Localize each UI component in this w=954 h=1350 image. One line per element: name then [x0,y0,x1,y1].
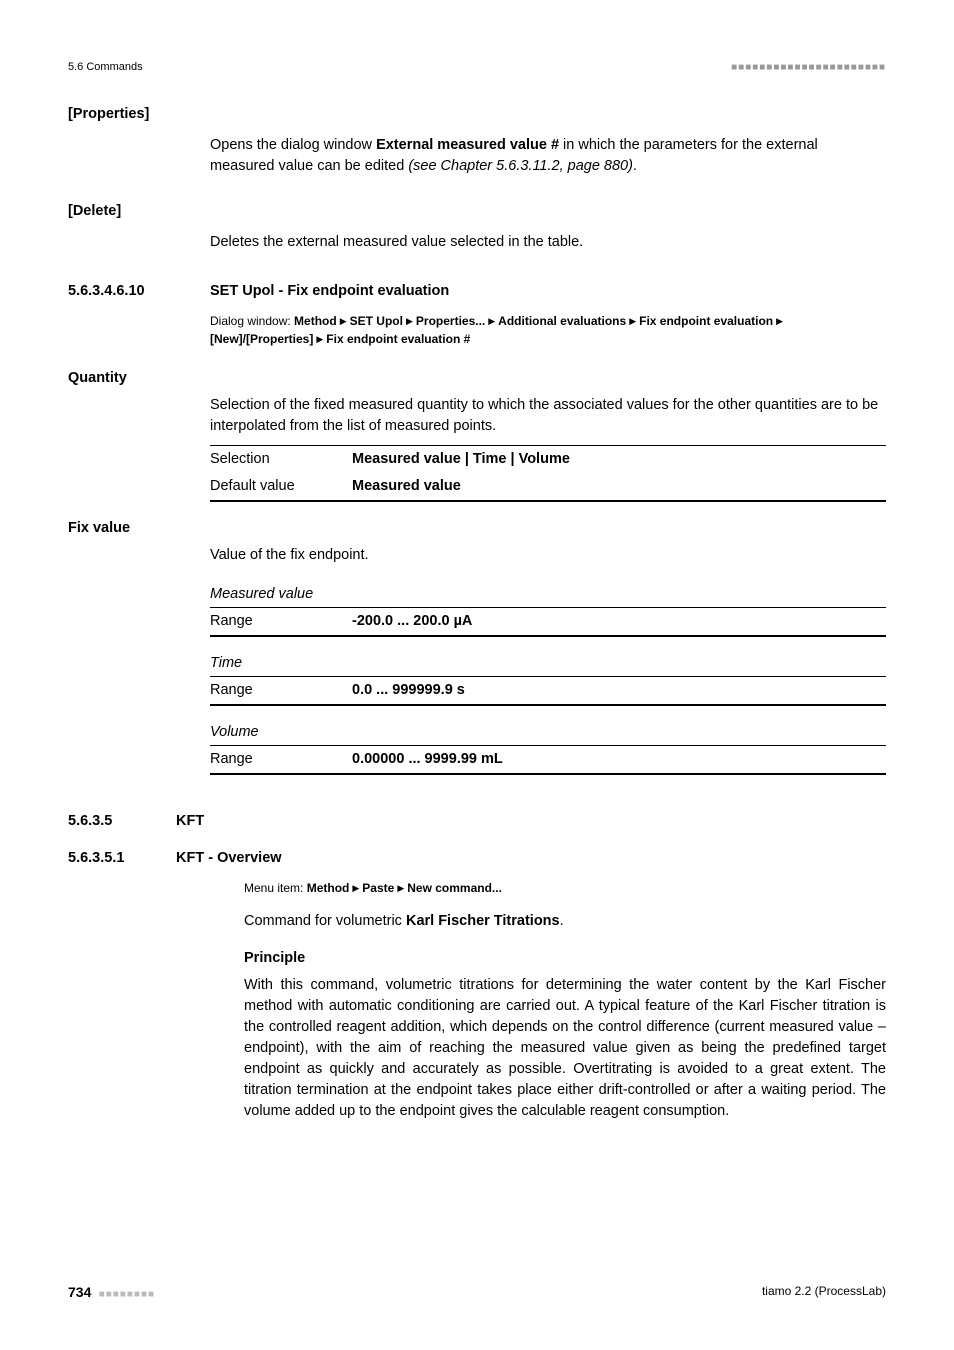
range-key: Range [210,677,352,705]
properties-text-end: . [633,158,637,174]
footer-left: 734 ■■■■■■■■ [68,1282,155,1303]
dialog-window-label: Dialog window: [210,314,294,328]
kft-cmd-bold: Karl Fischer Titrations [406,913,560,929]
kft-menu-path: Menu item: Method▶Paste▶New command... [244,879,886,897]
triangle-icon: ▶ [397,882,404,896]
delete-body-row: Deletes the external measured value sele… [68,228,886,271]
path-p1: SET Upol [350,314,403,328]
fixvalue-entry: Fix value [68,518,886,539]
delete-text: Deletes the external measured value sele… [210,232,886,253]
path-p6: Fix endpoint evaluation # [326,332,470,346]
triangle-icon: ▶ [352,882,359,896]
footer-right: tiamo 2.2 (ProcessLab) [762,1283,886,1300]
table-row: Selection Measured value | Time | Volume [210,446,886,473]
quantity-label: Quantity [68,368,210,389]
kft-number: 5.6.3.5 [68,811,176,832]
fixvalue-group-volume: Volume Range 0.00000 ... 9999.99 mL [68,722,886,785]
fixvalue-label: Fix value [68,518,210,539]
triangle-icon: ▶ [629,315,636,329]
kft-title: KFT [176,811,204,832]
path-p0: Method [294,314,337,328]
page: 5.6 Commands ■■■■■■■■■■■■■■■■■■■■■■ [Pro… [0,0,954,1350]
properties-entry: [Properties] [68,104,886,125]
fix-endpoint-heading: 5.6.3.4.6.10 SET Upol - Fix endpoint eva… [68,281,886,302]
properties-body-row: Opens the dialog window External measure… [68,131,886,195]
kft-sub-title: KFT - Overview [176,848,282,869]
kft-sub-number: 5.6.3.5.1 [68,848,176,869]
range-table: Range 0.00000 ... 9999.99 mL [210,745,886,775]
menu-p0: Method [307,881,350,895]
range-table: Range 0.0 ... 999999.9 s [210,676,886,706]
quantity-table-row: Selection Measured value | Time | Volume… [68,443,886,512]
kft-heading: 5.6.3.5 KFT [68,811,886,832]
fix-endpoint-title: SET Upol - Fix endpoint evaluation [210,281,886,302]
principle-body: With this command, volumetric titrations… [244,975,886,1122]
kft-cmd-pre: Command for volumetric [244,913,406,929]
fixvalue-desc-row: Value of the fix endpoint. [68,545,886,578]
footer: 734 ■■■■■■■■ tiamo 2.2 (ProcessLab) [68,1282,886,1303]
fixvalue-group-measured: Measured value Range -200.0 ... 200.0 µA [68,584,886,647]
triangle-icon: ▶ [316,333,323,347]
range-value: 0.0 ... 999999.9 s [352,677,886,705]
range-table: Range -200.0 ... 200.0 µA [210,607,886,637]
page-number: 734 [68,1284,91,1300]
kft-cmd-post: . [560,913,564,929]
properties-text-pre: Opens the dialog window [210,137,376,153]
menu-p2: New command... [407,881,502,895]
path-p3: Additional evaluations [498,314,626,328]
range-key: Range [210,746,352,774]
quantity-entry: Quantity [68,368,886,389]
menu-p1: Paste [362,881,394,895]
selection-key: Selection [210,446,352,473]
triangle-icon: ▶ [340,315,347,329]
table-row: Range 0.0 ... 999999.9 s [210,677,886,705]
range-value: 0.00000 ... 9999.99 mL [352,746,886,774]
triangle-icon: ▶ [776,315,783,329]
kft-sub-heading: 5.6.3.5.1 KFT - Overview [68,848,886,869]
delete-label: [Delete] [68,201,210,222]
table-row: Default value Measured value [210,473,886,501]
quantity-desc-row: Selection of the fixed measured quantity… [68,395,886,437]
menu-item-label: Menu item: [244,881,307,895]
properties-text-bold: External measured value # [376,137,559,153]
quantity-desc: Selection of the fixed measured quantity… [210,395,886,437]
footer-ornament: ■■■■■■■■ [99,1289,155,1300]
selection-value: Measured value | Time | Volume [352,446,886,473]
properties-text-italic: (see Chapter 5.6.3.11.2, page 880) [408,158,633,174]
header-ornament: ■■■■■■■■■■■■■■■■■■■■■■ [731,61,886,76]
default-value: Measured value [352,473,886,501]
fix-endpoint-number: 5.6.3.4.6.10 [68,281,210,302]
fixvalue-group-time: Time Range 0.0 ... 999999.9 s [68,653,886,716]
properties-label: [Properties] [68,104,210,125]
fixvalue-desc: Value of the fix endpoint. [210,545,886,566]
quantity-table: Selection Measured value | Time | Volume… [210,445,886,502]
header-section: 5.6 Commands [68,60,143,76]
table-row: Range -200.0 ... 200.0 µA [210,608,886,636]
principle-heading: Principle [244,948,886,969]
group-title: Measured value [210,584,886,605]
range-value: -200.0 ... 200.0 µA [352,608,886,636]
fix-endpoint-path: Dialog window: Method▶SET Upol▶Propertie… [210,312,886,348]
table-row: Range 0.00000 ... 9999.99 mL [210,746,886,774]
fix-endpoint-path-row: Dialog window: Method▶SET Upol▶Propertie… [68,312,886,362]
properties-text: Opens the dialog window External measure… [210,135,886,177]
kft-command-line: Command for volumetric Karl Fischer Titr… [244,911,886,932]
group-title: Volume [210,722,886,743]
path-p2: Properties... [416,314,485,328]
running-header: 5.6 Commands ■■■■■■■■■■■■■■■■■■■■■■ [68,60,886,76]
default-key: Default value [210,473,352,501]
delete-entry: [Delete] [68,201,886,222]
group-title: Time [210,653,886,674]
path-p5: [New]/[Properties] [210,332,313,346]
triangle-icon: ▶ [406,315,413,329]
triangle-icon: ▶ [488,315,495,329]
path-p4: Fix endpoint evaluation [639,314,773,328]
range-key: Range [210,608,352,636]
